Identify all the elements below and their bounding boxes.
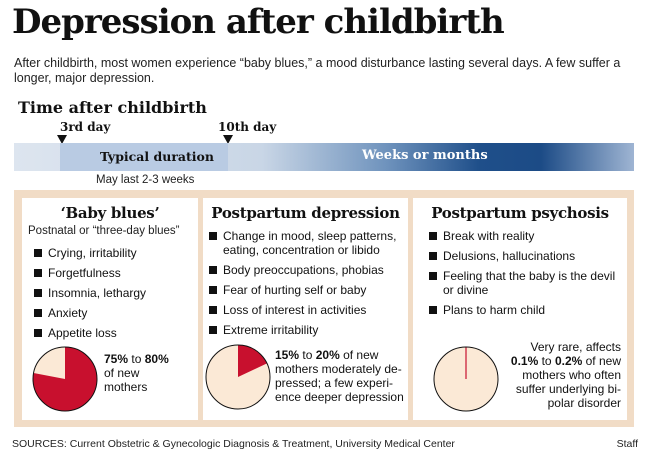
panel-postpartum-depression: Postpartum depression Change in mood, sl… xyxy=(203,198,408,420)
pie-chart-postpartum-depression xyxy=(205,344,271,410)
typical-duration-note: May last 2-3 weeks xyxy=(96,174,195,186)
tick-marker-10th-day xyxy=(223,135,233,144)
tick-label-3rd-day: 3rd day xyxy=(60,120,111,134)
stat-text: Very rare, affects 0.1% to 0.2% of new m… xyxy=(510,340,621,410)
sources-note: SOURCES: Current Obstetric & Gynecologic… xyxy=(12,438,455,450)
bullet-square-icon xyxy=(34,329,42,337)
list-item: Insomnia, lethargy xyxy=(34,286,146,300)
pie-outline xyxy=(32,346,98,412)
panel-title: Postpartum psychosis xyxy=(431,204,609,222)
bullet-square-icon xyxy=(209,306,217,314)
typical-duration-label: Typical duration xyxy=(100,149,214,164)
timeline-heading: Time after childbirth xyxy=(18,98,207,117)
panel-baby-blues: ‘Baby blues’ Postnatal or “three-day blu… xyxy=(22,198,198,420)
list-item: Extreme irritability xyxy=(209,323,405,337)
tick-marker-3rd-day xyxy=(57,135,67,144)
bullet-square-icon xyxy=(209,286,217,294)
bullet-square-icon xyxy=(429,232,437,240)
list-item: Delusions, hallucinations xyxy=(429,249,623,263)
credit-note: Staff xyxy=(616,438,638,450)
stat-text: 15% to 20% of new mothers moderately de-… xyxy=(275,348,404,404)
list-item: Forgetfulness xyxy=(34,266,146,280)
symptom-list: Crying, irritability Forgetfulness Insom… xyxy=(34,246,146,346)
panel-postpartum-psychosis: Postpartum psychosis Break with reality … xyxy=(413,198,627,420)
list-item: Feeling that the baby is the devil or di… xyxy=(429,269,623,297)
pie-outline xyxy=(205,344,271,410)
weeks-or-months-label: Weeks or months xyxy=(362,148,488,163)
symptom-list: Break with reality Delusions, hallucinat… xyxy=(429,229,623,323)
pie-slice xyxy=(238,345,267,377)
bullet-square-icon xyxy=(34,249,42,257)
pie-chart-postpartum-psychosis xyxy=(433,346,499,412)
list-item: Change in mood, sleep patterns, eating, … xyxy=(209,229,405,257)
symptom-list: Change in mood, sleep patterns, eating, … xyxy=(209,229,405,343)
list-item: Appetite loss xyxy=(34,326,146,340)
bullet-square-icon xyxy=(34,289,42,297)
bullet-square-icon xyxy=(429,252,437,260)
list-item: Loss of interest in activities xyxy=(209,303,405,317)
bullet-square-icon xyxy=(209,326,217,334)
list-item: Body preoccupations, phobias xyxy=(209,263,405,277)
pie-outline xyxy=(433,346,499,412)
typical-duration-box xyxy=(60,143,228,171)
bullet-square-icon xyxy=(34,269,42,277)
list-item: Anxiety xyxy=(34,306,146,320)
list-item: Break with reality xyxy=(429,229,623,243)
bullet-square-icon xyxy=(429,306,437,314)
list-item: Plans to harm child xyxy=(429,303,623,317)
bullet-square-icon xyxy=(209,266,217,274)
panel-title: ‘Baby blues’ xyxy=(60,204,160,222)
pie-chart-baby-blues xyxy=(32,346,98,412)
tick-label-10th-day: 10th day xyxy=(218,120,277,134)
list-item: Crying, irritability xyxy=(34,246,146,260)
page-title: Depression after childbirth xyxy=(12,2,505,42)
bullet-square-icon xyxy=(429,272,437,280)
panel-subtitle: Postnatal or “three-day blues” xyxy=(28,225,180,237)
list-item: Fear of hurting self or baby xyxy=(209,283,405,297)
bullet-square-icon xyxy=(34,309,42,317)
page-subtitle: After childbirth, most women experience … xyxy=(14,56,621,85)
bullet-square-icon xyxy=(209,232,217,240)
pie-slice xyxy=(33,347,97,411)
panel-title: Postpartum depression xyxy=(211,204,400,222)
stat-text: 75% to 80% of new mothers xyxy=(104,352,169,394)
